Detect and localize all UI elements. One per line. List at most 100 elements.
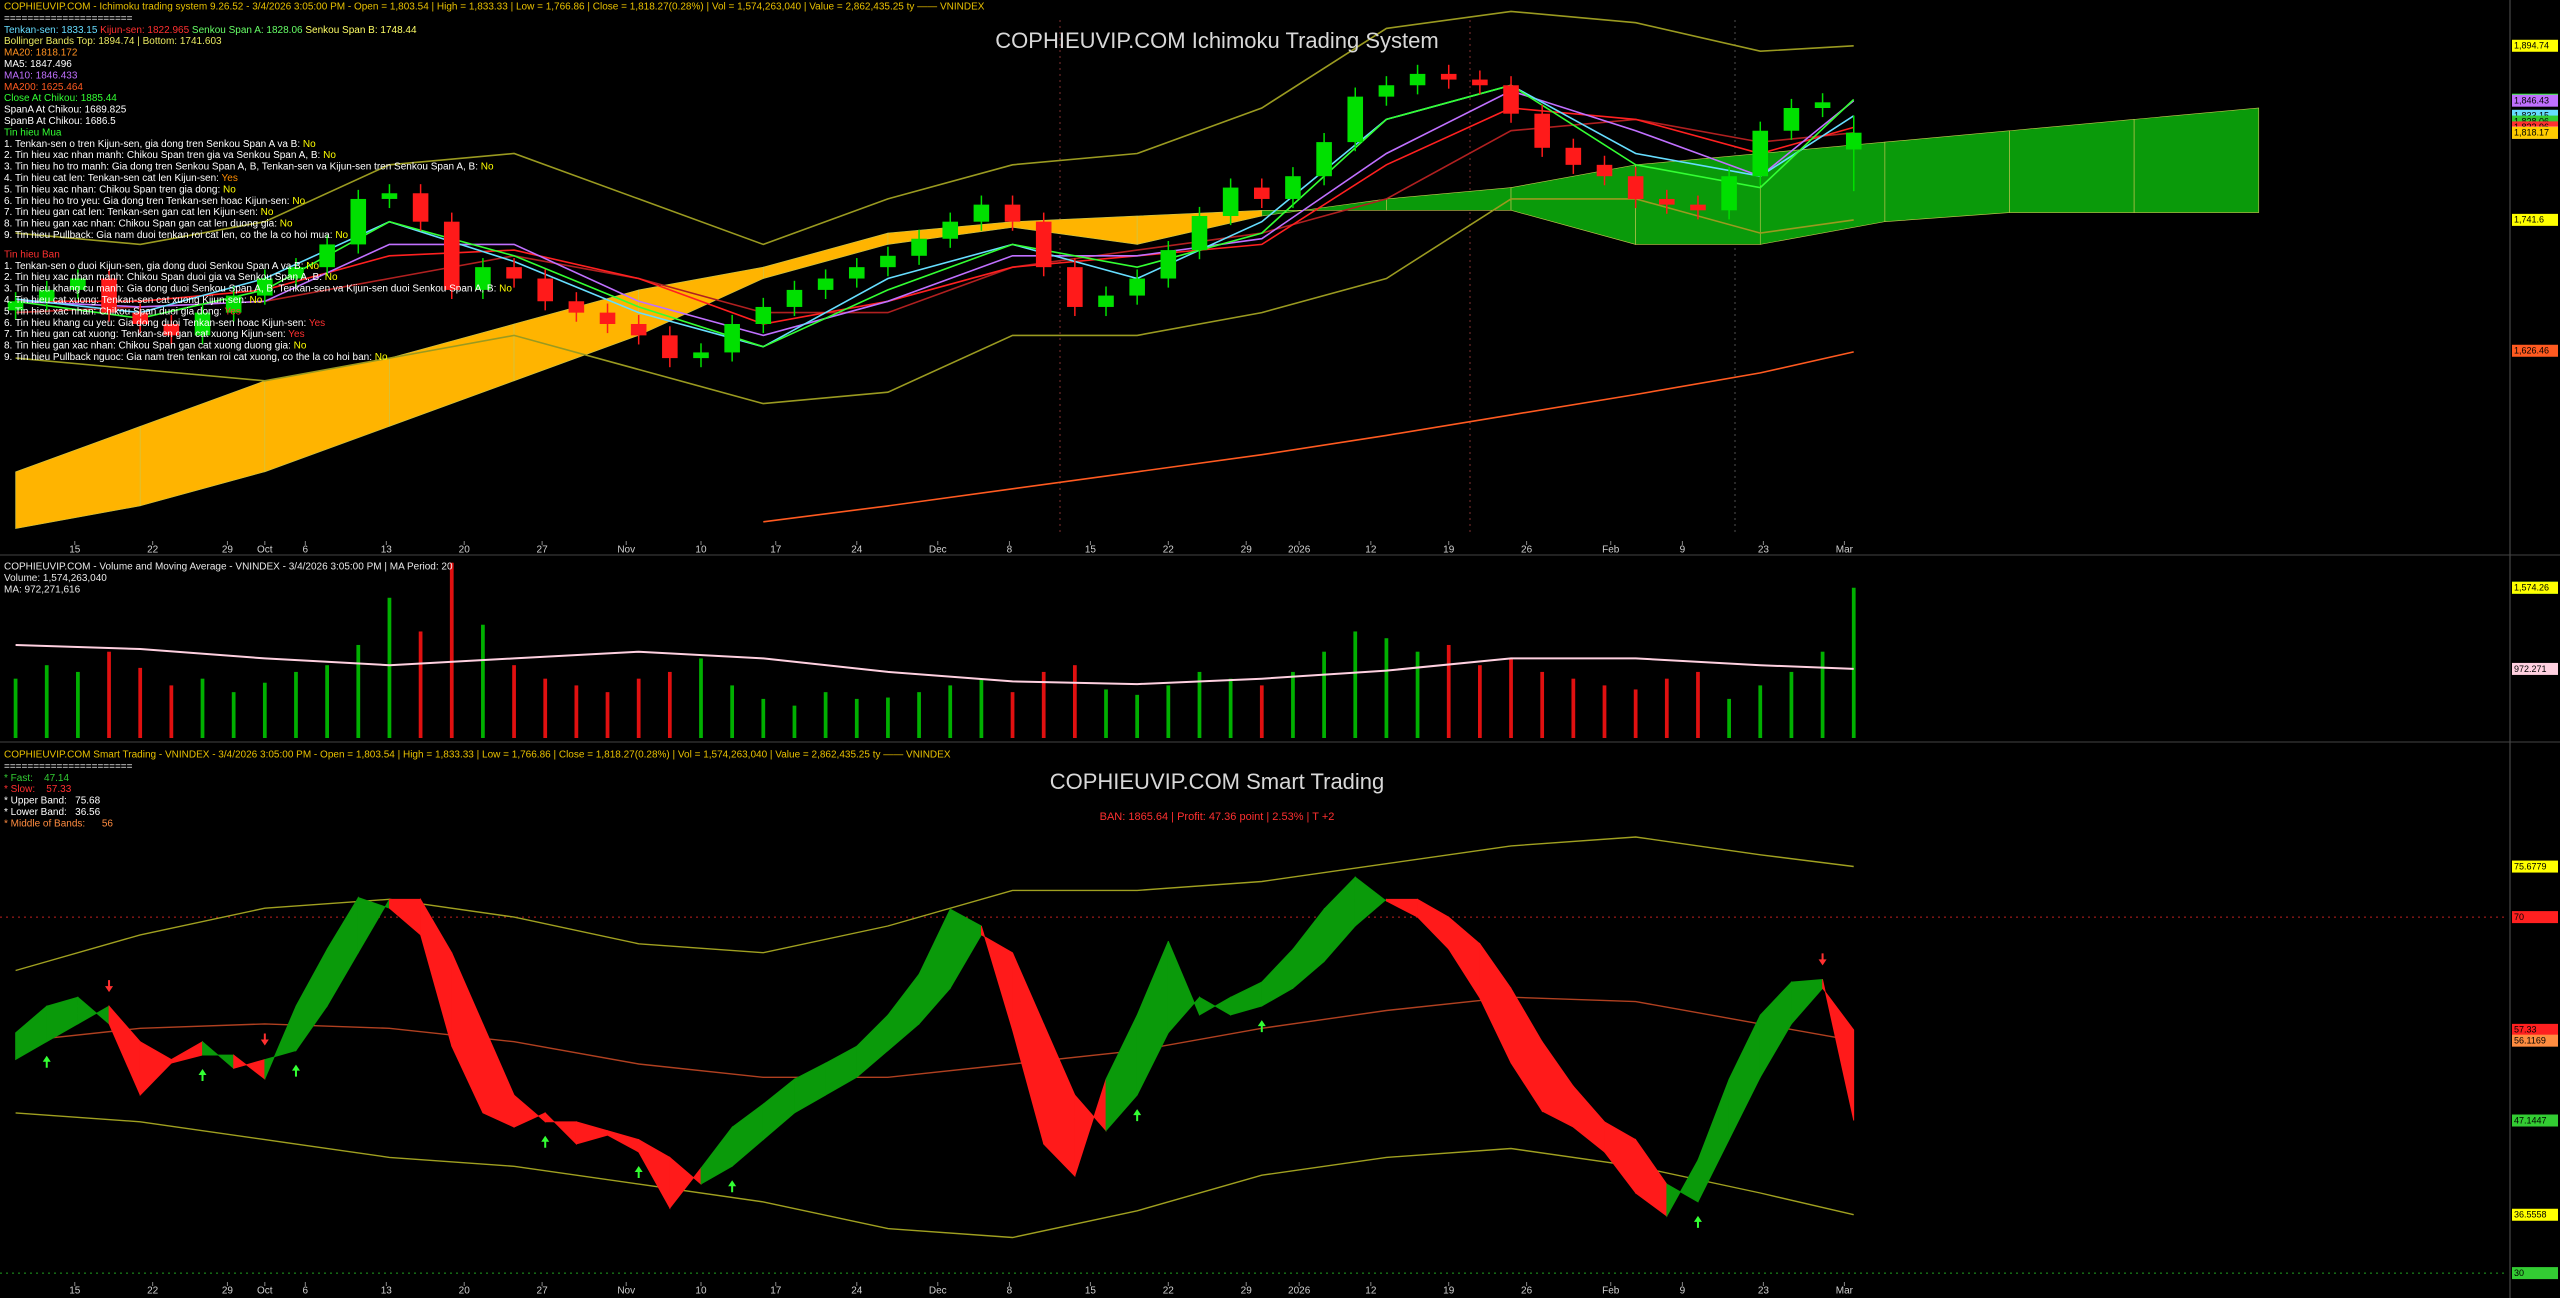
x-tick-label: 17 — [770, 545, 782, 556]
last-value-label: 1,741.6 — [2514, 215, 2544, 225]
last-value-box — [2512, 1114, 2558, 1127]
x-tick-label: Dec — [929, 545, 947, 556]
volume-bar — [948, 685, 953, 738]
cloud — [2133, 107, 2260, 213]
info-text: No — [292, 195, 305, 206]
volume-bar — [1135, 694, 1140, 738]
info-line: 9. Tin hieu Pullback: Gia nam duoi tenka… — [4, 230, 349, 241]
info-text: 5. Tin hieu xac nhan: Chikou Span tren g… — [4, 184, 223, 195]
last-value-box — [2512, 1023, 2558, 1036]
volume-bar — [1228, 678, 1233, 738]
candle-body — [163, 324, 180, 336]
volume-bar — [44, 665, 49, 738]
x-tick-label: 22 — [147, 1286, 159, 1297]
volume-bar — [1010, 692, 1015, 738]
volume-bar — [418, 631, 423, 738]
candle-body — [132, 312, 148, 324]
x-tick-label: 20 — [459, 545, 471, 556]
last-value-box — [2512, 39, 2558, 52]
volume-bar — [667, 671, 672, 738]
x-tick-label: 24 — [851, 1286, 863, 1297]
info-text: No — [325, 272, 338, 283]
buy-arrow — [728, 1180, 737, 1193]
candle-body — [786, 289, 803, 307]
candle-body — [662, 335, 678, 359]
info-line: ====================== — [4, 13, 133, 24]
info-line: 5. Tin hieu xac nhan: Chikou Span duoi g… — [4, 306, 241, 317]
x-tick-label: 2026 — [1288, 1286, 1311, 1297]
x-tick-label: 8 — [1007, 1286, 1013, 1297]
x-tick-label: 15 — [1085, 545, 1097, 556]
info-text: MA200: 1625.464 — [4, 81, 83, 92]
info-text: 3. Tin hieu khang cu manh: Gia dong duoi… — [4, 283, 499, 294]
info-text: 6. Tin hieu khang cu yeu: Gia dong duoi … — [4, 317, 309, 328]
info-text: No — [499, 283, 512, 294]
x-tick-label: 15 — [1085, 1286, 1097, 1297]
info-line: MA5: 1847.496 — [4, 59, 72, 70]
indicator-line — [15, 198, 1854, 405]
x-tick-label: Nov — [617, 1286, 635, 1297]
candle-body — [1503, 85, 1519, 114]
volume-bar — [512, 665, 516, 738]
info-text: 8. Tin hieu gan xac nhan: Chikou Span ga… — [4, 218, 280, 229]
candle-body — [724, 324, 740, 353]
candle-body — [1191, 216, 1208, 251]
candle-body — [1690, 204, 1706, 211]
candle-body — [880, 255, 896, 268]
volume-bar — [699, 658, 703, 738]
last-value-label: 1,574.26 — [2514, 583, 2549, 593]
volume-bar — [481, 624, 485, 738]
info-line: SpanA At Chikou: 1689.825 — [4, 104, 127, 115]
info-text: Senkou Span B: 1748.44 — [303, 24, 417, 35]
info-text: Yes — [288, 329, 304, 340]
buy-arrow — [42, 1055, 51, 1068]
chart-subtitle: BAN: 1865.64 | Profit: 47.36 point | 2.5… — [1100, 811, 1335, 823]
candle-body — [1472, 79, 1488, 86]
volume-bar — [200, 678, 205, 738]
x-tick-label: 20 — [459, 1286, 471, 1297]
info-line: 1. Tenkan-sen o duoi Kijun-sen, gia dong… — [4, 260, 319, 271]
last-value-box — [2512, 911, 2558, 924]
info-text: MA20: 1818.172 — [4, 47, 78, 58]
info-line: 9. Tin hieu Pullback nguoc: Gia nam tren… — [4, 352, 388, 363]
x-tick-label: 13 — [381, 1286, 393, 1297]
candle-body — [194, 312, 211, 336]
candle-body — [1814, 102, 1831, 108]
volume-ma — [15, 644, 1854, 686]
last-value-label: 75.6779 — [2514, 861, 2547, 871]
info-text: No — [303, 138, 316, 149]
candle-body — [568, 301, 585, 313]
candle-body — [911, 238, 927, 256]
candle-body — [225, 295, 242, 313]
volume-bar — [854, 698, 859, 738]
x-tick-label: Mar — [1836, 1286, 1854, 1297]
volume-bar — [262, 682, 267, 738]
header: MA: 972,271,616 — [4, 584, 81, 595]
info-line: MA20: 1818.172 — [4, 47, 78, 58]
candle-body — [817, 278, 834, 290]
x-tick-label: Dec — [929, 1286, 947, 1297]
last-value-box — [2512, 1208, 2558, 1221]
info-text: No — [223, 184, 236, 195]
last-value-label: 972.271 — [2514, 664, 2547, 674]
volume-bar — [1446, 644, 1451, 738]
buy-arrow — [634, 1166, 643, 1179]
last-value-box — [2512, 1267, 2558, 1280]
candle-body — [1347, 96, 1364, 143]
x-tick-label: 12 — [1365, 1286, 1377, 1297]
volume-bar — [792, 705, 797, 738]
x-tick-label: 22 — [1163, 1286, 1175, 1297]
candle-body — [1160, 250, 1177, 279]
candle-body — [599, 312, 616, 324]
candle-body — [1565, 147, 1582, 165]
x-tick-label: Feb — [1602, 545, 1620, 556]
info-text: Bollinger Bands Top: 1894.74 | Bottom: 1… — [4, 36, 222, 47]
x-tick-label: 22 — [147, 545, 159, 556]
chart-title: COPHIEUVIP.COM Smart Trading — [1050, 769, 1385, 794]
info-line: 2. Tin hieu xac nhan manh: Chikou Span d… — [4, 272, 338, 283]
volume-bar — [1384, 638, 1389, 738]
info-line: MA200: 1625.464 — [4, 81, 83, 92]
info-line: 1. Tenkan-sen o tren Kijun-sen, gia dong… — [4, 138, 316, 149]
info-line: Close At Chikou: 1885.44 — [4, 93, 117, 104]
